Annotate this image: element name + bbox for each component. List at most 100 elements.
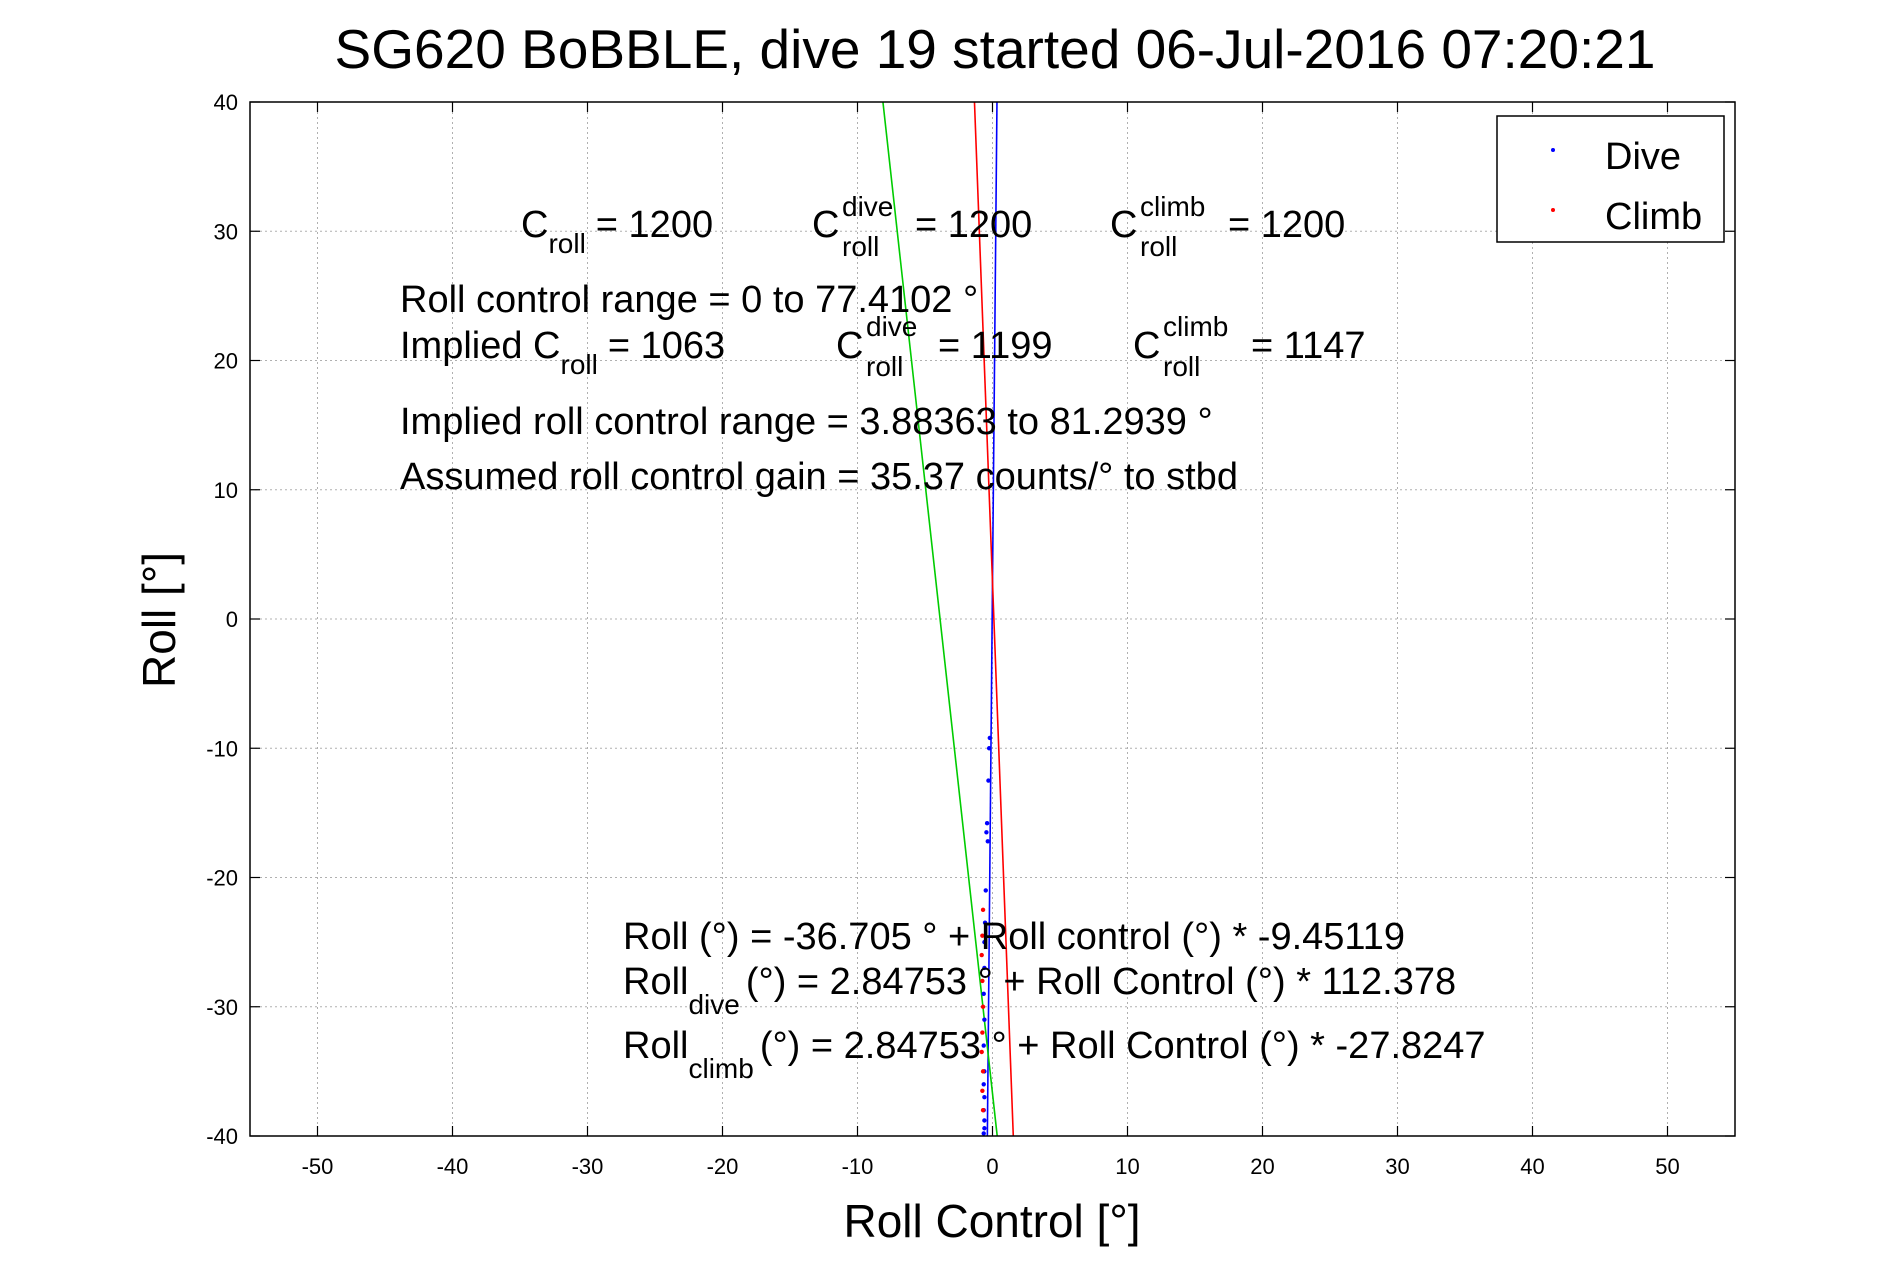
implied-dive-letter: C (836, 325, 863, 367)
y-tick-label: 20 (214, 349, 238, 374)
implied-dive-sub: roll (866, 351, 903, 382)
grid (250, 101, 1735, 1137)
y-tick-label: -10 (206, 736, 238, 761)
data-point-dive (984, 821, 990, 826)
x-tick-label: 10 (1115, 1154, 1139, 1179)
data-point-dive (984, 830, 989, 835)
fit-climb-text: (°) = 2.84753 ° + Roll Control (°) * -27… (760, 1025, 1486, 1067)
fit-dive-text: (°) = 2.84753 ° + Roll Control (°) * 112… (746, 961, 1456, 1003)
legend: Dive Climb (1496, 115, 1725, 243)
data-point-dive (981, 1131, 986, 1136)
data-point-dive (982, 1095, 987, 1100)
c-dive-letter: C (812, 204, 839, 246)
legend-box (1496, 115, 1725, 243)
data-point-dive (982, 1118, 987, 1123)
legend-marker-climb (1551, 208, 1555, 212)
c-roll-letter: C (521, 204, 548, 246)
c-climb-sub: roll (1140, 231, 1177, 262)
svg-text:Croll= 1200: Croll = 1200 (521, 204, 713, 259)
fit-dive-prefix: Roll (623, 961, 688, 1003)
y-tick-label: 30 (214, 219, 238, 244)
y-tick-label: -40 (206, 1124, 238, 1149)
fit-climb-prefix: Roll (623, 1025, 688, 1067)
c-climb-value: = 1200 (1228, 204, 1345, 246)
annotation-implied-climb: C climb roll = 1147 (1133, 311, 1365, 382)
svg-text:Rolldive(°) = 2.84753 ° + Roll: Rolldive(°) = 2.84753 ° + Roll Control (… (623, 961, 1456, 1020)
fit-line-1 (973, 101, 1015, 1137)
svg-text:Implied Croll= 1063: Implied Croll = 1063 (400, 325, 725, 380)
fit-dive-sub: dive (688, 989, 739, 1020)
annotation-range: Roll control range = 0 to 77.4102 ° (400, 279, 978, 321)
data-point-climb (979, 1049, 984, 1055)
implied-dive-sup: dive (866, 311, 917, 342)
implied-climb-sup: climb (1163, 311, 1228, 342)
x-tick-label: 0 (986, 1154, 998, 1179)
data-point-dive (983, 888, 988, 893)
implied-sub: roll (561, 349, 598, 380)
data-point-dive (982, 1126, 987, 1131)
annotation-fit-dive: Rolldive(°) = 2.84753 ° + Roll Control (… (623, 961, 1456, 1020)
annotation-c-climb: C climb roll = 1200 (1110, 191, 1345, 262)
data-point-dive (982, 939, 987, 945)
x-tick-label: -50 (302, 1154, 334, 1179)
x-tick-label: -20 (707, 1154, 739, 1179)
fit-line-2 (882, 101, 999, 1137)
data-point-climb (980, 1004, 986, 1009)
x-tick-label: -10 (842, 1154, 874, 1179)
data-point-climb (980, 978, 985, 984)
data-point-dive (981, 991, 986, 997)
data-point-climb (980, 933, 985, 938)
data-points (979, 735, 992, 1136)
annotation-fit-all: Roll (°) = -36.705 ° + Roll control (°) … (623, 916, 1405, 958)
c-roll-value: = 1200 (596, 204, 713, 246)
data-point-climb (980, 1107, 986, 1113)
axis-ticks: -50 -40 -30 -20 -10 0 10 20 30 40 50 -40 -30 -20 -10 0 1… (206, 90, 1735, 1179)
data-point-dive (982, 920, 988, 925)
x-tick-label: -30 (572, 1154, 604, 1179)
legend-label-dive: Dive (1605, 136, 1681, 178)
chart-title: SG620 BoBBLE, dive 19 started 06-Jul-201… (335, 18, 1656, 80)
y-tick-label: 40 (214, 90, 238, 115)
data-point-dive (987, 735, 992, 741)
data-point-climb (980, 1069, 986, 1074)
legend-label-climb: Climb (1605, 196, 1702, 238)
implied-prefix: Implied C (400, 325, 561, 367)
c-dive-sub: roll (842, 231, 879, 262)
annotation-fit-climb: Rollclimb(°) = 2.84753 ° + Roll Control … (623, 1025, 1486, 1084)
annotation-implied: Implied Croll = 1063 (400, 325, 725, 380)
implied-climb-value: = 1147 (1251, 325, 1365, 367)
x-tick-label: -40 (437, 1154, 469, 1179)
data-point-dive (982, 1017, 987, 1022)
data-point-climb (980, 907, 986, 913)
annotation-c-dive: C dive roll = 1200 (812, 191, 1032, 262)
data-point-dive (981, 1082, 986, 1087)
data-point-dive (982, 965, 987, 971)
implied-value: = 1063 (608, 325, 725, 367)
implied-climb-sub: roll (1163, 351, 1200, 382)
x-tick-label: 40 (1520, 1154, 1544, 1179)
data-point-dive (985, 839, 990, 844)
c-roll-sub: roll (548, 228, 585, 259)
data-point-dive (981, 1043, 986, 1048)
x-tick-label: 50 (1655, 1154, 1679, 1179)
y-tick-label: -30 (206, 995, 238, 1020)
data-point-climb (979, 952, 984, 958)
data-point-climb (980, 1030, 985, 1035)
data-point-dive (986, 778, 991, 783)
fit-climb-sub: climb (688, 1053, 753, 1084)
data-point-dive (986, 746, 992, 751)
y-tick-label: -20 (206, 866, 238, 891)
y-axis-label: Roll [°] (133, 552, 185, 688)
y-tick-label: 0 (226, 607, 238, 632)
data-point-climb (980, 1088, 985, 1093)
annotation-gain: Assumed roll control gain = 35.37 counts… (400, 456, 1238, 498)
annotation-implied-range: Implied roll control range = 3.88363 to … (400, 401, 1213, 443)
x-axis-label: Roll Control [°] (843, 1195, 1140, 1247)
fit-lines (882, 101, 1015, 1137)
annotation-c-roll: Croll = 1200 (521, 204, 713, 259)
y-tick-label: 10 (214, 478, 238, 503)
implied-climb-letter: C (1133, 325, 1160, 367)
x-tick-label: 20 (1250, 1154, 1274, 1179)
fit-line-0 (986, 101, 998, 1137)
